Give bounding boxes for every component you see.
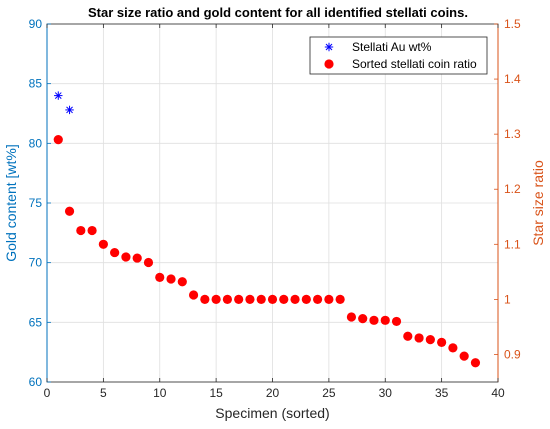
- right-y-axis: 0.9 1 1.1 1.2 1.3 1.4 1.5: [494, 17, 521, 382]
- ratio-point: [76, 225, 86, 236]
- x-tick-label: 10: [153, 386, 167, 400]
- ratio-point: [448, 343, 458, 353]
- ratio-point: [166, 274, 176, 284]
- right-tick-label: 1: [504, 292, 511, 306]
- x-axis: 0 5 10 15 20 25 30 35 40: [44, 24, 505, 400]
- ratio-point: [279, 294, 289, 304]
- chart-title: Star size ratio and gold content for all…: [88, 5, 468, 20]
- series-sorted-ratio: [53, 135, 481, 368]
- ratio-point: [121, 252, 131, 262]
- left-tick-label: 90: [29, 17, 43, 31]
- x-axis-label: Specimen (sorted): [215, 405, 329, 421]
- ratio-point: [380, 315, 390, 325]
- left-y-axis-label: Gold content [wt%]: [3, 144, 19, 262]
- ratio-point: [391, 316, 402, 327]
- ratio-point: [324, 294, 334, 304]
- au-point: [54, 91, 63, 100]
- left-tick-label: 70: [29, 256, 43, 270]
- ratio-point: [313, 294, 323, 304]
- legend-circle: [324, 59, 334, 69]
- legend-box: [309, 36, 488, 75]
- ratio-point: [64, 206, 75, 216]
- left-y-axis: 60 65 70 75 80 85 90: [29, 17, 51, 389]
- ratio-point: [98, 239, 108, 249]
- ratio-point: [470, 358, 481, 368]
- ratio-point: [188, 290, 199, 300]
- left-tick-label: 85: [29, 77, 43, 91]
- legend: Stellati Au wt% Sorted stellati coin rat…: [309, 36, 488, 75]
- ratio-point: [459, 351, 469, 361]
- ratio-point: [155, 272, 165, 282]
- ratio-point: [403, 331, 413, 341]
- ratio-point: [346, 312, 357, 322]
- asterisk-stroke: [66, 106, 73, 114]
- right-tick-label: 0.9: [504, 347, 521, 361]
- x-tick-label: 25: [322, 386, 336, 400]
- x-tick-label: 15: [209, 386, 223, 400]
- x-tick-label: 5: [100, 386, 107, 400]
- grid: [46, 23, 499, 383]
- ratio-point: [335, 294, 345, 304]
- ratio-point: [369, 315, 379, 325]
- x-tick-label: 20: [266, 386, 280, 400]
- ratio-point: [414, 333, 424, 343]
- right-tick-label: 1.3: [504, 127, 521, 141]
- ratio-point: [256, 294, 266, 304]
- ratio-point: [267, 294, 278, 304]
- ratio-point: [87, 225, 97, 236]
- ratio-point: [200, 294, 210, 304]
- series-au-wt: [54, 91, 74, 115]
- ratio-point: [110, 247, 120, 258]
- legend-label-ratio: Sorted stellati coin ratio: [352, 57, 477, 71]
- x-tick-label: 40: [491, 386, 505, 400]
- au-point: [65, 105, 74, 115]
- ratio-point: [53, 135, 63, 145]
- x-tick-label: 0: [44, 386, 51, 400]
- right-tick-label: 1.5: [504, 17, 521, 31]
- right-tick-label: 1.1: [504, 237, 521, 251]
- legend-label-au: Stellati Au wt%: [352, 40, 432, 54]
- ratio-point: [222, 294, 232, 304]
- right-tick-label: 1.4: [504, 72, 521, 86]
- ratio-point: [177, 277, 187, 287]
- ratio-point: [437, 337, 447, 347]
- ratio-point: [132, 253, 142, 263]
- legend-marker-ratio: [324, 59, 334, 69]
- left-tick-label: 65: [29, 315, 43, 329]
- left-tick-label: 80: [29, 136, 43, 150]
- left-tick-label: 60: [29, 375, 43, 389]
- ratio-point: [425, 334, 435, 345]
- x-tick-label: 35: [435, 386, 449, 400]
- legend-marker-au: [324, 42, 334, 52]
- asterisk-stroke: [325, 43, 333, 51]
- ratio-point: [290, 294, 300, 304]
- ratio-point: [143, 257, 154, 268]
- legend-asterisk: [324, 42, 334, 52]
- ratio-point: [358, 314, 368, 324]
- ratio-point: [301, 294, 311, 304]
- ratio-point: [234, 294, 244, 304]
- asterisk-stroke: [54, 92, 62, 99]
- ratio-point: [211, 294, 221, 304]
- ratio-point: [245, 294, 255, 304]
- right-y-axis-label: Star size ratio: [530, 160, 546, 246]
- left-tick-label: 75: [29, 196, 43, 210]
- right-tick-label: 1.2: [504, 182, 521, 196]
- x-tick-label: 30: [379, 386, 393, 400]
